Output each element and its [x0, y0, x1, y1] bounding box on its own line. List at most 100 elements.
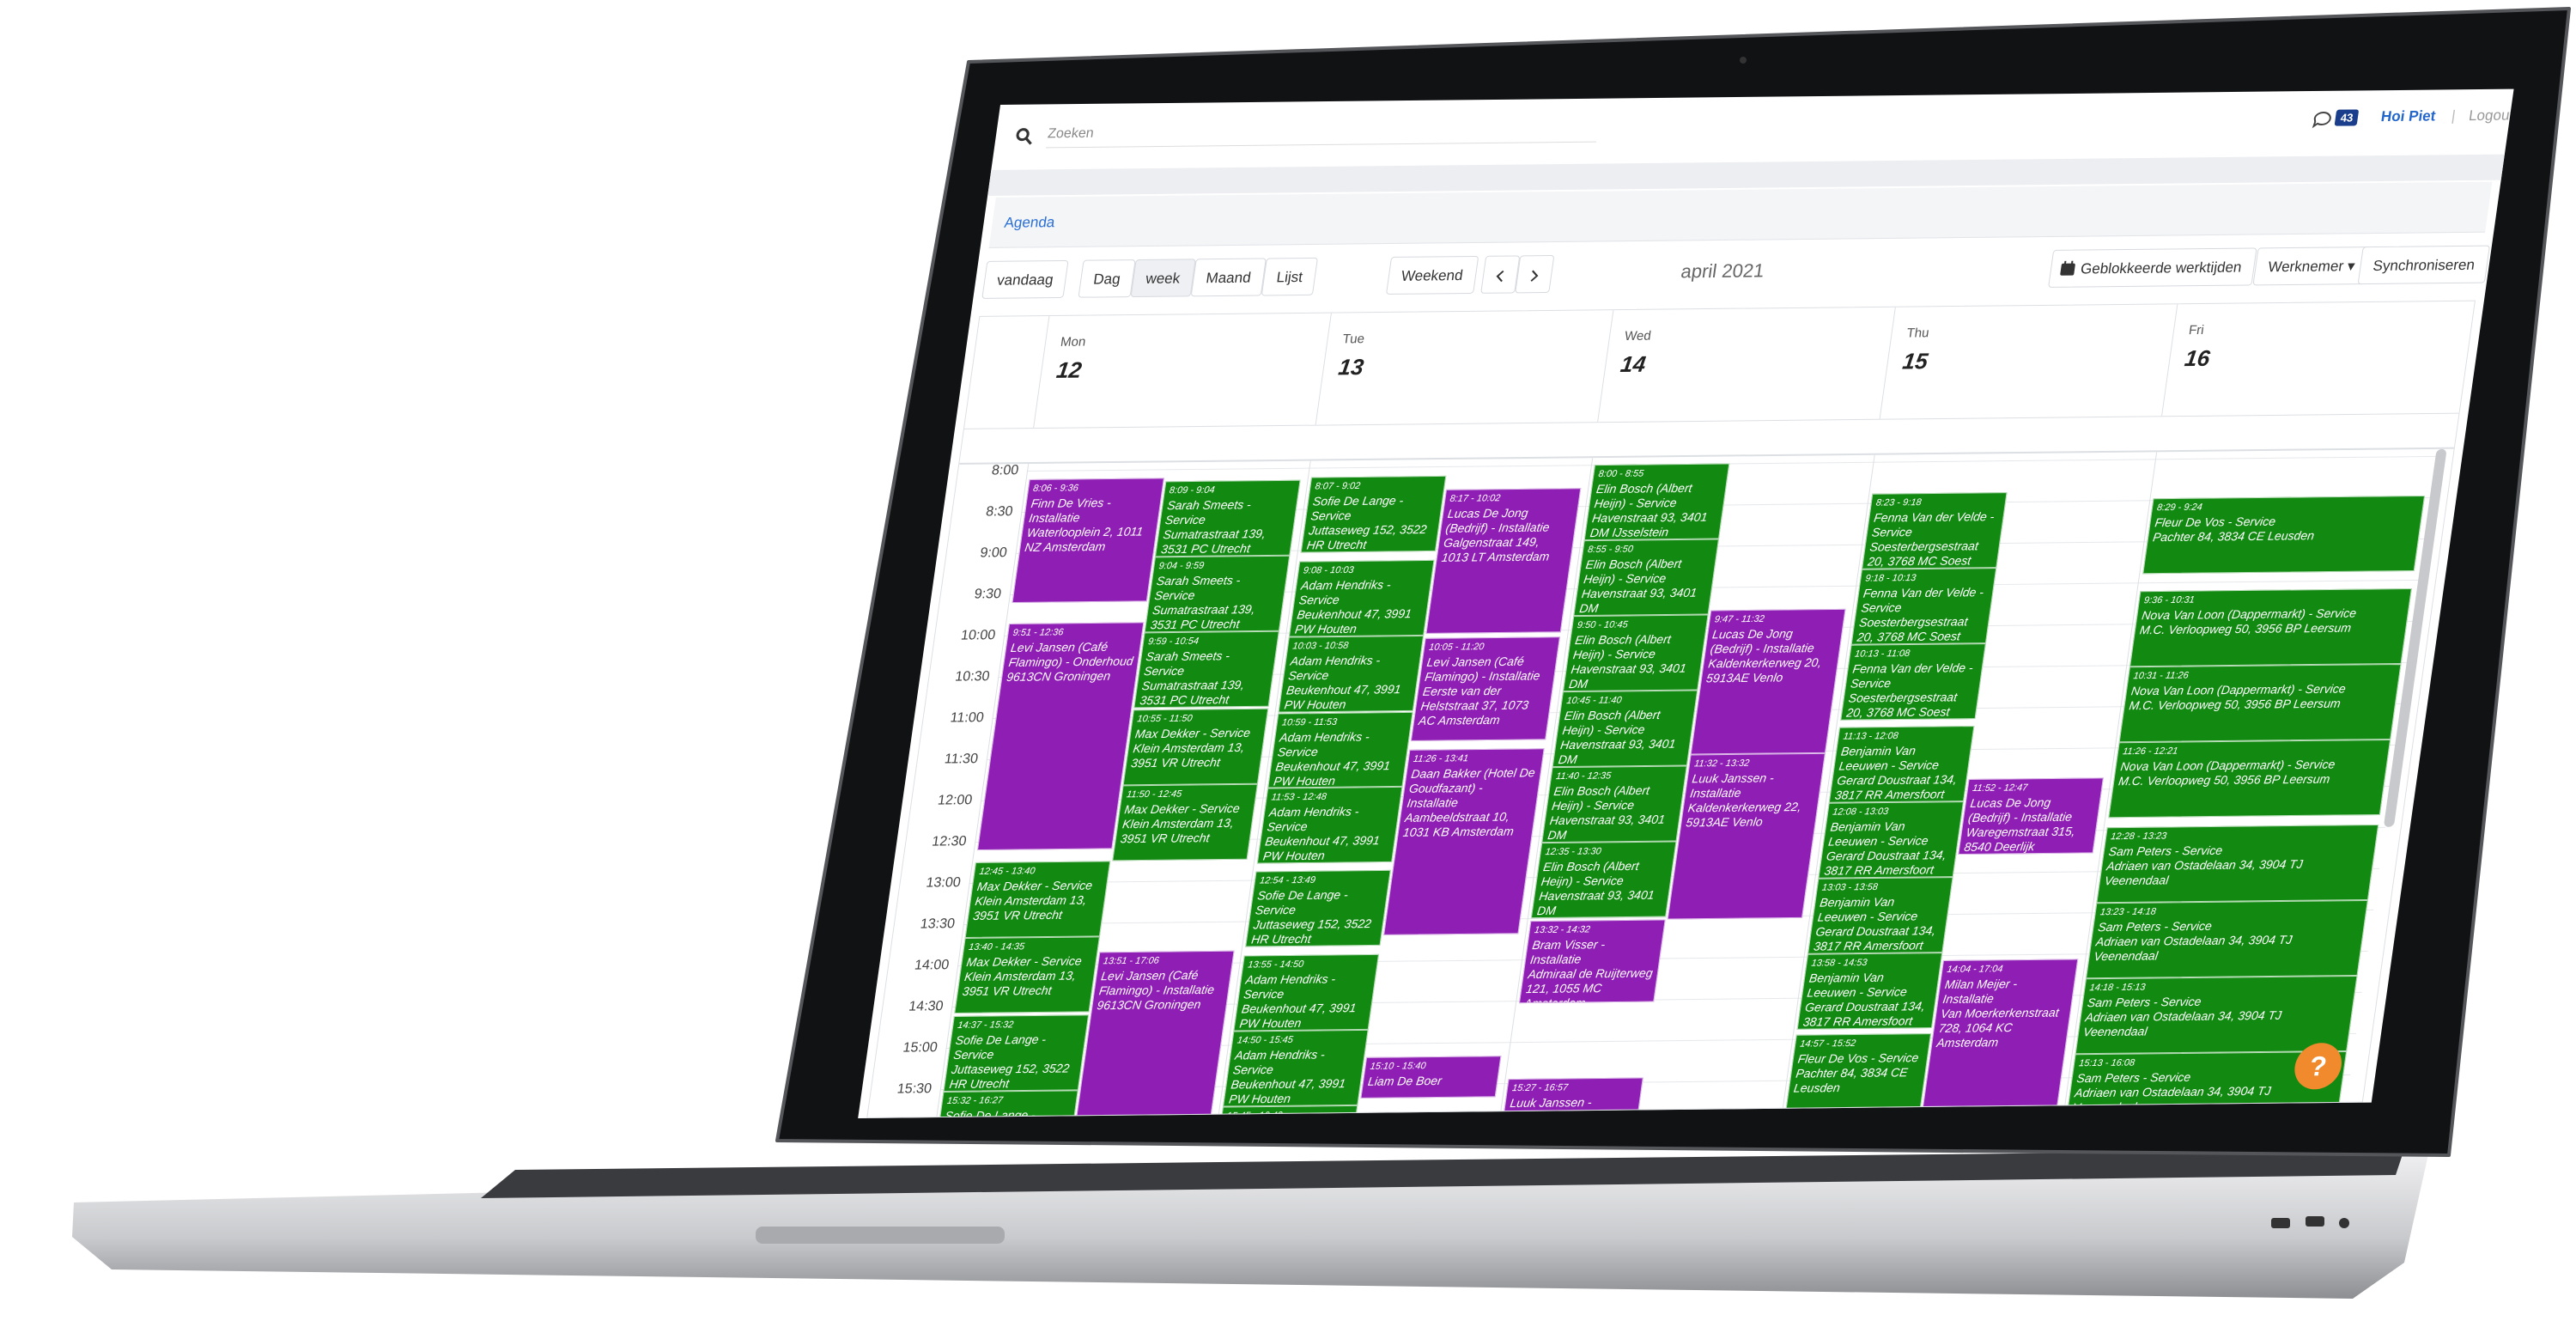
event[interactable]: 11:53 - 12:48 Adam Hendriks - Service Beuk… — [1256, 786, 1403, 864]
next-button[interactable] — [1515, 254, 1555, 294]
event[interactable]: 8:09 - 9:04 Sarah Smeets - Service Sumatra… — [1154, 480, 1301, 557]
event[interactable]: 13:40 - 14:35 Max Dekker - Service Klein A… — [954, 936, 1100, 1014]
event-title: Luuk Janssen - Installatie — [1689, 770, 1775, 801]
event[interactable]: 9:59 - 10:54 Sarah Smeets - Service Sumatr… — [1133, 631, 1279, 709]
view-button[interactable]: Dag — [1078, 259, 1136, 298]
event[interactable]: 10:59 - 11:53 Adam Hendriks - Service Beuk… — [1267, 712, 1413, 788]
event-title: Elin Bosch (Albert Heijn) - Service — [1540, 858, 1640, 889]
event-title: Levi Jansen (Café Flamingo) - Installati… — [1097, 967, 1216, 997]
event-address: Pachter 84, 3834 CE Leusden — [2152, 528, 2316, 545]
event-address: Beukenhout 47, 3991 PW Houten — [1228, 1076, 1347, 1106]
event-time: 15:27 - 16:57 — [1511, 1082, 1569, 1094]
event-address: Kaldenkerkerweg 20, 5913AE Venlo — [1705, 655, 1823, 685]
event-title: Lucas De Jong (Bedrijf) - Installatie — [1967, 795, 2074, 825]
message-badge: 43 — [2334, 109, 2360, 126]
event-title: Fleur De Vos - Service — [1796, 1050, 1920, 1066]
event[interactable]: 13:03 - 13:58 Benjamin Van Leeuwen - Serv… — [1807, 876, 1953, 954]
event[interactable]: 11:26 - 13:41 Daan Bakker (Hotel De Goudf… — [1383, 747, 1545, 935]
event-time: 13:32 - 14:32 — [1534, 924, 1591, 936]
blocked-hours-button[interactable]: Geblokkeerde werktijden — [2048, 247, 2257, 288]
event-time: 9:04 - 9:59 — [1157, 561, 1205, 572]
event-title: Adam Hendriks - Service — [1266, 804, 1360, 834]
event[interactable]: 10:55 - 11:50 Max Dekker - Service Klein A… — [1122, 708, 1269, 786]
event[interactable]: 9:47 - 11:32 Lucas De Jong (Bedrijf) - In… — [1690, 609, 1846, 755]
view-button[interactable]: week — [1130, 259, 1196, 298]
event-address: Sumatrastraat 139, 3531 PC Utrecht — [1139, 678, 1246, 708]
event[interactable]: 9:18 - 10:13 Fenna Van der Velde - Servic… — [1850, 567, 1997, 645]
employee-label: Werknemer — [2267, 258, 2345, 276]
greeting[interactable]: Hoi Piet — [2379, 107, 2437, 125]
event[interactable]: 15:10 - 15:40 Liam De Boer — [1360, 1056, 1502, 1099]
employee-dropdown[interactable]: Werknemer ▾ — [2252, 247, 2371, 286]
event[interactable]: 8:55 - 9:50 Elin Bosch (Albert Heijn) - S… — [1573, 539, 1719, 617]
event[interactable]: 11:13 - 12:08 Benjamin Van Leeuwen - Serv… — [1828, 725, 1975, 803]
event[interactable]: 8:00 - 8:55 Elin Bosch (Albert Heijn) - S… — [1583, 463, 1730, 541]
weekend-button[interactable]: Weekend — [1385, 255, 1479, 295]
logout[interactable]: Logout — [2467, 107, 2514, 125]
event-address: Beukenhout 47, 3991 PW Houten — [1238, 1001, 1358, 1031]
nav-tab[interactable]: Agenda — [1003, 214, 1056, 231]
keyboard-edge — [481, 1149, 2404, 1198]
event[interactable]: 12:28 - 13:23 Sam Peters - Service Adriaen… — [2096, 824, 2379, 904]
event[interactable]: 13:23 - 14:18 Sam Peters - Service Adriaen… — [2086, 899, 2368, 979]
event-title: Lucas De Jong (Bedrijf) - Installatie — [1709, 626, 1815, 656]
search-input[interactable]: Zoeken — [1045, 120, 1600, 149]
event-time: 14:57 - 15:52 — [1799, 1038, 1857, 1050]
event[interactable]: 10:13 - 11:08 Fenna Van der Velde - Servi… — [1840, 642, 1986, 721]
event[interactable]: 9:50 - 10:45 Elin Bosch (Albert Heijn) - … — [1562, 614, 1709, 692]
event[interactable]: 13:32 - 14:32 Bram Visser - Installatie Ad… — [1518, 919, 1666, 1004]
event-address: M.C. Verloopweg 50, 3956 BP Leersum — [2128, 696, 2342, 712]
event[interactable]: 8:06 - 9:36 Finn De Vries - Installatie Wa… — [1012, 477, 1165, 603]
event-address: M.C. Verloopweg 50, 3956 BP Leersum — [2139, 620, 2353, 636]
event[interactable]: 11:32 - 13:32 Luuk Janssen - Installatie K… — [1667, 753, 1826, 920]
event[interactable]: 8:17 - 10:02 Lucas De Jong (Bedrijf) - In… — [1425, 488, 1582, 635]
chat-icon[interactable] — [2311, 110, 2334, 129]
event[interactable]: 11:50 - 12:45 Max Dekker - Service Klein A… — [1112, 783, 1258, 861]
event[interactable]: 10:31 - 11:26 Nova Van Loon (Dappermarkt)… — [2118, 663, 2402, 742]
event[interactable]: 13:55 - 14:50 Adam Hendriks - Service Beuk… — [1233, 953, 1380, 1032]
view-button[interactable]: Maand — [1190, 258, 1267, 297]
event[interactable]: 12:45 - 13:40 Max Dekker - Service Klein A… — [964, 861, 1111, 939]
event-time: 8:09 - 9:04 — [1168, 485, 1216, 496]
event-time: 11:40 - 12:35 — [1555, 770, 1613, 782]
event[interactable]: 12:54 - 13:49 Sofie De Lange - Service Jut… — [1245, 870, 1391, 947]
event[interactable]: 10:45 - 11:40 Elin Bosch (Albert Heijn) -… — [1552, 690, 1698, 768]
event-title: Levi Jansen (Café Flamingo) - Onderhoud — [1007, 639, 1134, 669]
event-time: 11:53 - 12:48 — [1270, 791, 1327, 803]
event-title: Lucas De Jong (Bedrijf) - Installatie — [1444, 506, 1551, 536]
event[interactable]: 11:40 - 12:35 Elin Bosch (Albert Heijn) -… — [1541, 765, 1687, 843]
prev-button[interactable] — [1480, 255, 1521, 294]
search-icon — [1016, 128, 1032, 145]
event[interactable]: 14:37 - 15:32 Sofie De Lange - Service Jut… — [943, 1014, 1090, 1093]
event[interactable]: 8:29 - 9:24 Fleur De Vos - Service Pachter… — [2142, 496, 2426, 575]
sync-button[interactable]: Synchroniseren — [2357, 245, 2491, 285]
event[interactable]: 13:58 - 14:53 Benjamin Van Leeuwen - Serv… — [1796, 952, 1943, 1030]
event-address: Gerard Doustraat 134, 3817 RR Amersfoort — [1823, 847, 1947, 878]
event[interactable]: 9:36 - 10:31 Nova Van Loon (Dappermarkt) … — [2129, 587, 2412, 667]
event[interactable]: 12:08 - 13:03 Benjamin Van Leeuwen - Serv… — [1818, 801, 1965, 879]
event-address: Juttaseweg 152, 3522 HR Utrecht — [1305, 522, 1428, 552]
event-title: Levi Jansen (Café Flamingo) - Installati… — [1424, 654, 1541, 684]
event[interactable]: 12:35 - 13:30 Elin Bosch (Albert Heijn) -… — [1530, 841, 1677, 919]
view-button[interactable]: Lijst — [1261, 257, 1319, 296]
event[interactable]: 8:07 - 9:02 Sofie De Lange - Service Jutta… — [1300, 476, 1447, 553]
event[interactable]: 11:52 - 12:47 Lucas De Jong (Bedrijf) - I… — [1958, 777, 2104, 855]
event[interactable]: 9:04 - 9:59 Sarah Smeets - Service Sumatra… — [1144, 556, 1291, 633]
event[interactable]: 9:08 - 10:03 Adam Hendriks - Service Beuke… — [1288, 559, 1435, 637]
event-title: Benjamin Van Leeuwen - Service — [1817, 894, 1919, 924]
event-time: 13:40 - 14:35 — [968, 941, 1025, 953]
event[interactable]: 10:05 - 11:20 Levi Jansen (Café Flamingo)… — [1410, 636, 1560, 741]
day-divider — [1597, 310, 1614, 423]
event-time: 10:45 - 11:40 — [1565, 695, 1623, 707]
event[interactable]: 14:50 - 15:45 Adam Hendriks - Service Beuk… — [1223, 1029, 1369, 1107]
event-address: Klein Amsterdam 13, 3951 VR Utrecht — [1130, 740, 1246, 770]
event-title: Benjamin Van Leeuwen - Service — [1838, 743, 1941, 773]
event[interactable]: 14:18 - 15:13 Sam Peters - Service Adriaen… — [2075, 975, 2358, 1055]
event[interactable]: 8:23 - 9:18 Fenna Van der Velde - Service… — [1862, 491, 2008, 569]
event[interactable]: 14:57 - 15:52 Fleur De Vos - Service Pacht… — [1785, 1033, 1932, 1111]
event[interactable]: 11:26 - 12:21 Nova Van Loon (Dappermarkt)… — [2108, 739, 2391, 818]
today-button[interactable]: vandaag — [981, 259, 1069, 299]
event[interactable]: 10:03 - 10:58 Adam Hendriks - Service Beuk… — [1278, 635, 1425, 713]
blocked-hours-label: Geblokkeerde werktijden — [2079, 259, 2243, 277]
